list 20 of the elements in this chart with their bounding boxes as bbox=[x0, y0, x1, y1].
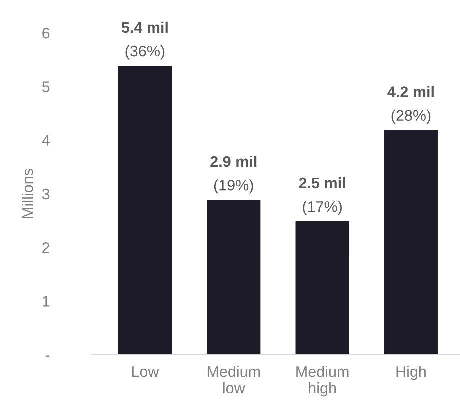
y-tick-label: 5 bbox=[42, 82, 50, 92]
x-tick-label: Medium high bbox=[296, 366, 349, 397]
data-label: 2.9 mil (19%) bbox=[210, 156, 257, 194]
y-tick-label: 4 bbox=[42, 135, 50, 146]
bar bbox=[117, 64, 174, 355]
data-label: 2.5 mil (17%) bbox=[299, 177, 346, 216]
bar bbox=[383, 128, 440, 355]
x-tick-label: High bbox=[396, 366, 426, 380]
x-tick-label: Low bbox=[132, 366, 160, 378]
x-tick-label: Medium low bbox=[208, 366, 260, 394]
y-tick-label: - bbox=[46, 356, 50, 357]
bar bbox=[294, 220, 351, 355]
bar bbox=[206, 198, 262, 355]
y-axis-title: Millions bbox=[22, 169, 34, 218]
y-tick-label: 3 bbox=[42, 188, 50, 200]
data-label: 4.2 mil (28%) bbox=[388, 86, 434, 124]
y-tick-label: 6 bbox=[42, 28, 50, 39]
data-label: 5.4 mil (36%) bbox=[122, 22, 168, 60]
y-tick-label: 2 bbox=[42, 242, 50, 254]
y-tick-label: 1 bbox=[43, 296, 50, 307]
